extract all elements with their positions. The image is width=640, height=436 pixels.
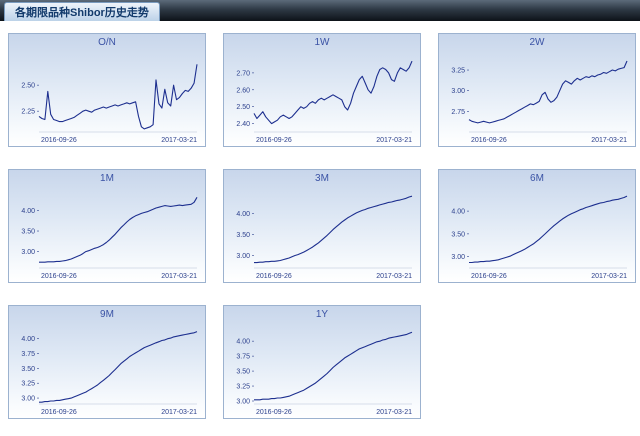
x-axis-label-end: 2017-03-21 [591,273,627,280]
series-line [39,197,198,263]
chart-plot: 3.00 3.50 4.00 2016-09-26 2017-03-21 [236,195,413,280]
series-line [468,60,628,124]
series-line [253,60,413,125]
x-axis-label-start: 2016-09-26 [41,409,77,416]
y-tick-label: 4.00 [451,209,465,216]
y-tick-label: 3.50 [236,369,250,376]
series-line [254,195,413,264]
x-axis-label-end: 2017-03-21 [161,409,197,416]
x-axis-label-start: 2016-09-26 [41,137,77,144]
chart-panel: 1W 2.40 2.50 2.60 2.70 2016-09-26 2017-03-21 [223,33,421,147]
chart-panel: 3M 3.00 3.50 4.00 2016-09-26 2017-03-21 [223,169,421,283]
chart-panel: 9M 3.00 3.25 3.50 3.75 4.00 2016-09-26 2017-03… [8,305,206,419]
chart-plot: 3.00 3.25 3.50 3.75 4.00 2016-09-26 2017-03-21 [236,331,413,416]
chart-plot: 3.00 3.25 3.50 3.75 4.00 2016-09-26 2017-03-21 [21,331,198,416]
y-tick-label: 4.00 [21,336,35,343]
x-axis-label-start: 2016-09-26 [471,273,507,280]
x-axis-label-start: 2016-09-26 [471,137,507,144]
x-axis-label-start: 2016-09-26 [256,409,292,416]
x-axis-label-start: 2016-09-26 [256,137,292,144]
y-tick-label: 3.00 [21,249,35,256]
chart-title: O/N [98,37,116,48]
x-axis-label-end: 2017-03-21 [376,409,412,416]
chart-plot: 2.75 3.00 3.25 2016-09-26 2017-03-21 [451,60,628,144]
chart-panel: 1Y 3.00 3.25 3.50 3.75 4.00 2016-09-26 2017-03… [223,305,421,419]
y-tick-label: 3.00 [451,88,465,95]
x-axis-label-end: 2017-03-21 [591,137,627,144]
series-line [254,331,413,401]
y-tick-label: 3.50 [21,366,35,373]
x-axis-label-end: 2017-03-21 [161,273,197,280]
x-axis-label-end: 2017-03-21 [376,137,412,144]
chart-panel: O/N 2.25 2.50 2016-09-26 2017-03-21 [8,33,206,147]
chart-title: 9M [100,309,114,320]
chart-title: 3M [315,173,329,184]
y-tick-label: 3.75 [236,354,250,361]
x-axis-label-start: 2016-09-26 [256,273,292,280]
chart-plot: 2.25 2.50 2016-09-26 2017-03-21 [21,64,198,144]
y-tick-label: 3.75 [21,351,35,358]
series-line [38,64,198,130]
y-tick-label: 2.75 [451,109,465,116]
page-title: 各期限品种Shibor历史走势 [15,7,149,19]
y-tick-label: 3.50 [236,232,250,239]
chart-title: 1W [314,37,330,48]
y-tick-label: 2.25 [21,109,35,116]
chart-title: 1Y [315,309,329,320]
chart-plot: 3.00 3.50 4.00 2016-09-26 2017-03-21 [451,195,628,280]
chart-plot: 2.40 2.50 2.60 2.70 2016-09-26 2017-03-21 [236,60,413,144]
y-tick-label: 4.00 [236,339,250,346]
chart-panel: 6M 3.00 3.50 4.00 2016-09-26 2017-03-21 [438,169,636,283]
y-tick-label: 3.25 [451,68,465,75]
y-tick-label: 2.50 [21,83,35,90]
page-title-tab: 各期限品种Shibor历史走势 [4,2,160,21]
y-tick-label: 2.50 [236,104,250,111]
y-tick-label: 3.50 [21,229,35,236]
y-tick-label: 4.00 [236,211,250,218]
y-tick-label: 2.60 [236,87,250,94]
x-axis-label-end: 2017-03-21 [376,273,412,280]
y-tick-label: 3.25 [236,384,250,391]
chart-panel: 1M 3.00 3.50 4.00 2016-09-26 2017-03-21 [8,169,206,283]
y-tick-label: 3.50 [451,231,465,238]
y-tick-label: 3.00 [236,399,250,406]
y-tick-label: 4.00 [21,208,35,215]
y-tick-label: 3.25 [21,381,35,388]
chart-panel: 2W 2.75 3.00 3.25 2016-09-26 2017-03-21 [438,33,636,147]
chart-title: 6M [530,173,544,184]
y-tick-label: 3.00 [236,253,250,260]
y-tick-label: 2.70 [236,70,250,77]
y-tick-label: 2.40 [236,121,250,128]
y-tick-label: 3.00 [21,396,35,403]
charts-grid: O/N 2.25 2.50 2016-09-26 2017-03-21 1W 2.40… [0,21,640,431]
header-bar: 各期限品种Shibor历史走势 [0,0,640,21]
y-tick-label: 3.00 [451,254,465,261]
x-axis-label-start: 2016-09-26 [41,273,77,280]
series-line [469,195,628,264]
series-line [39,331,198,403]
chart-title: 2W [529,37,545,48]
chart-title: 1M [100,173,114,184]
chart-plot: 3.00 3.50 4.00 2016-09-26 2017-03-21 [21,197,198,280]
x-axis-label-end: 2017-03-21 [161,137,197,144]
